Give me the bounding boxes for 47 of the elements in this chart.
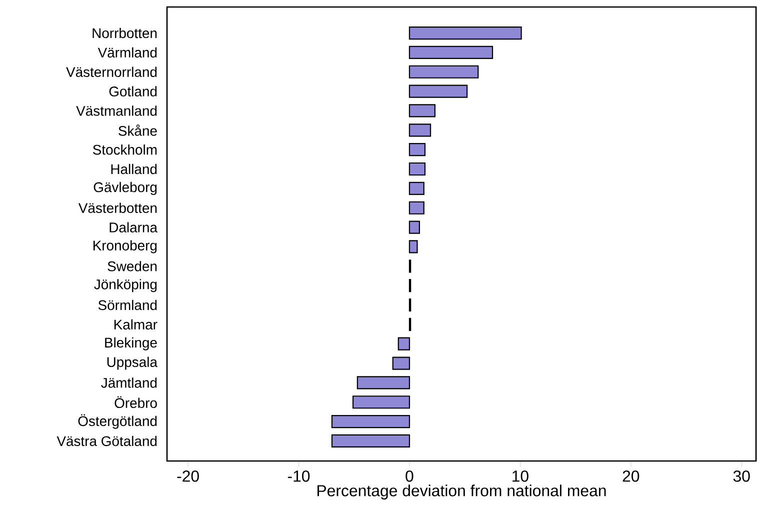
- x-tick-label: 30: [733, 470, 750, 482]
- bar: [408, 220, 420, 234]
- bar: [331, 434, 410, 448]
- y-tick-label: Sörmland: [98, 300, 157, 310]
- y-tick-label: Jämtland: [101, 378, 157, 388]
- y-tick-label: Sweden: [108, 261, 157, 272]
- bar: [408, 46, 494, 59]
- x-tick-label: -20: [177, 470, 199, 482]
- bar: [408, 143, 426, 156]
- bar: [408, 182, 424, 195]
- y-tick-label: Uppsala: [107, 356, 158, 370]
- bar: [352, 396, 410, 409]
- x-axis-title: Percentage deviation from national mean: [318, 484, 606, 500]
- y-tick-label: Halland: [111, 164, 157, 174]
- bar: [408, 201, 424, 214]
- x-tick-label: 10: [512, 470, 528, 482]
- bar: [392, 356, 410, 370]
- y-tick-label: Västmanland: [76, 106, 157, 116]
- bar: [356, 376, 410, 390]
- bar: [408, 84, 468, 98]
- y-tick-label: Skåne: [118, 124, 157, 136]
- x-tick-label: 20: [622, 470, 640, 482]
- y-tick-label: Västra Götaland: [56, 436, 157, 446]
- y-tick-label: Gävleborg: [94, 182, 157, 195]
- y-tick-label: Östergötland: [78, 414, 157, 429]
- bar: [398, 337, 410, 350]
- bar: [408, 26, 522, 40]
- y-tick-label: Dalarna: [110, 222, 158, 232]
- y-tick-label: Norrbotten: [92, 28, 157, 38]
- y-tick-label: Värmland: [98, 47, 157, 58]
- y-tick-label: Västerbotten: [78, 202, 157, 213]
- bar: [408, 104, 436, 118]
- y-tick-label: Västernorrland: [66, 66, 157, 78]
- y-tick-label: Kalmar: [114, 319, 158, 330]
- x-tick-label: -10: [288, 470, 310, 482]
- x-tick-label: 0: [406, 470, 414, 482]
- bar: [408, 65, 479, 78]
- y-tick-label: Kronoberg: [93, 240, 157, 254]
- y-tick-label: Gotland: [109, 86, 157, 96]
- bar: [408, 124, 432, 137]
- y-tick-label: Jönköping: [94, 279, 157, 292]
- y-tick-label: Blekinge: [105, 337, 157, 350]
- y-tick-label: Stockholm: [93, 144, 157, 155]
- bar: [408, 240, 418, 254]
- bar: [331, 415, 410, 428]
- bar: [408, 162, 426, 176]
- y-tick-label: Örebro: [114, 396, 157, 408]
